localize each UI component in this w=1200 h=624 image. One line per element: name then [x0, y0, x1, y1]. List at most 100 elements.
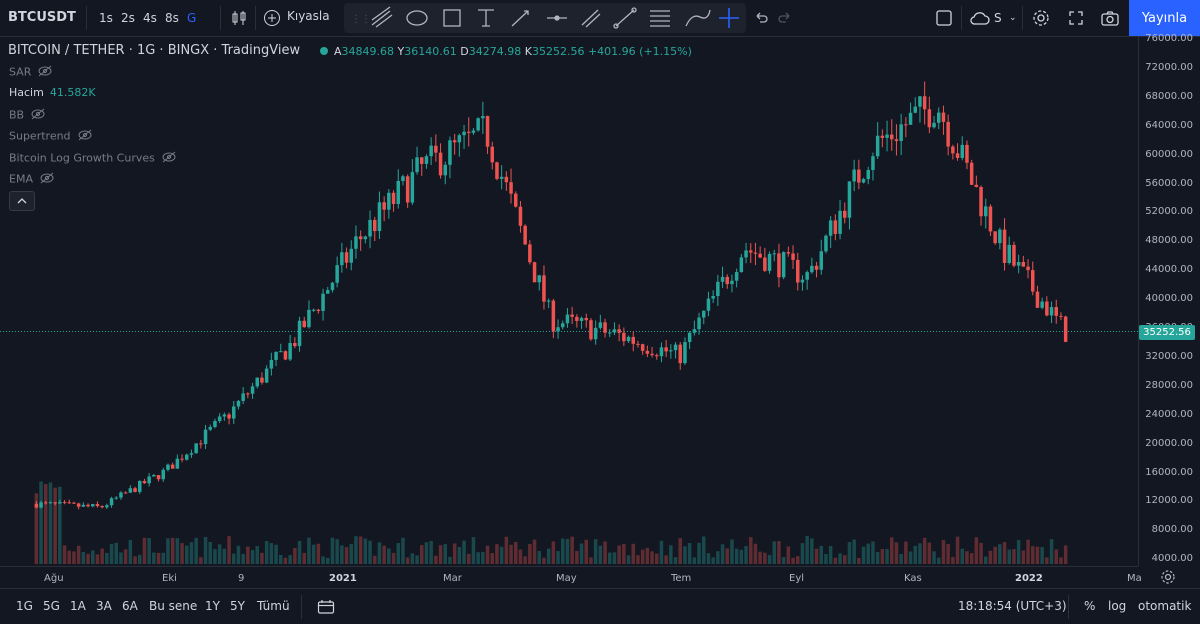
- volume-bar: [405, 557, 410, 564]
- range-1g[interactable]: 1G: [16, 599, 33, 613]
- layout-icon[interactable]: [932, 6, 956, 30]
- candle-body: [156, 475, 161, 480]
- volume-bar: [918, 543, 922, 564]
- time-tick: Eyl: [789, 573, 805, 584]
- undo-icon[interactable]: [749, 6, 773, 30]
- timeframe-4s[interactable]: 4s: [143, 11, 157, 25]
- volume-bar: [1045, 557, 1049, 564]
- add-compare-icon[interactable]: [260, 6, 284, 30]
- volume-bar: [274, 544, 278, 564]
- axis-settings-icon[interactable]: [1160, 569, 1176, 589]
- fullscreen-icon[interactable]: [1064, 6, 1088, 30]
- candle-body: [843, 210, 847, 218]
- eye-off-icon[interactable]: [39, 172, 55, 187]
- indicator-volume[interactable]: Hacim 41.582K: [9, 86, 96, 99]
- candle-body: [781, 252, 786, 278]
- candle-body: [871, 156, 875, 171]
- candle-body: [161, 469, 165, 480]
- candle-body: [53, 502, 57, 504]
- layout-name[interactable]: S: [994, 11, 1002, 25]
- volume-bar: [288, 555, 292, 564]
- volume-bar: [899, 553, 903, 564]
- candle-body: [307, 309, 311, 328]
- volume-bar: [608, 552, 612, 564]
- candle-body: [716, 281, 720, 297]
- candle-body: [640, 344, 645, 351]
- volume-bar: [673, 557, 678, 564]
- candle-body: [608, 332, 612, 334]
- time-axis[interactable]: Ağu Eki 9 2021 Mar May Tem Eyl Kas 2022 …: [0, 566, 1142, 589]
- volume-bar: [810, 538, 814, 564]
- camera-icon[interactable]: [1098, 6, 1122, 30]
- candle-body: [1012, 244, 1016, 266]
- candle-body: [838, 210, 842, 234]
- range-1y[interactable]: 1Y: [205, 599, 220, 613]
- redo-icon[interactable]: [773, 6, 797, 30]
- range-all[interactable]: Tümü: [257, 599, 290, 613]
- range-5g[interactable]: 5G: [43, 599, 60, 613]
- volume-bar: [293, 547, 297, 564]
- volume-bar: [44, 484, 48, 564]
- timeframe-2s[interactable]: 2s: [121, 11, 135, 25]
- range-1a[interactable]: 1A: [70, 599, 86, 613]
- candle-body: [1016, 261, 1021, 266]
- candle-body: [189, 453, 194, 455]
- symbol-search[interactable]: BTCUSDT: [8, 10, 76, 25]
- chevron-down-icon[interactable]: ⌄: [1009, 13, 1017, 23]
- date-range-icon[interactable]: [317, 599, 335, 619]
- collapse-legend-button[interactable]: [9, 191, 35, 211]
- symbol-title[interactable]: BITCOIN / TETHER · 1G · BINGX · TradingV…: [8, 43, 301, 58]
- volume-bar: [39, 481, 43, 564]
- candle-body: [326, 290, 330, 294]
- indicator-sar[interactable]: SAR: [9, 65, 53, 80]
- volume-bar: [1026, 539, 1030, 564]
- eye-off-icon[interactable]: [30, 108, 46, 123]
- eye-off-icon[interactable]: [161, 151, 177, 166]
- price-axis[interactable]: 76000.00 72000.00 68000.00 64000.00 60000.00…: [1138, 33, 1200, 566]
- range-3a[interactable]: 3A: [96, 599, 112, 613]
- volume-bar: [185, 545, 189, 564]
- candle-body: [612, 329, 617, 333]
- price-chart[interactable]: [0, 36, 1138, 566]
- volume-bar: [152, 552, 156, 564]
- candles-icon[interactable]: [227, 6, 251, 30]
- gear-icon[interactable]: [1029, 6, 1053, 30]
- eye-off-icon[interactable]: [77, 129, 93, 144]
- indicator-log-growth[interactable]: Bitcoin Log Growth Curves: [9, 151, 177, 166]
- eye-off-icon[interactable]: [37, 65, 53, 80]
- compare-button[interactable]: Kıyasla: [287, 9, 330, 23]
- volume-bar: [199, 557, 203, 564]
- timeframe-8s[interactable]: 8s: [165, 11, 179, 25]
- candle-body: [617, 329, 621, 333]
- volume-bar: [415, 555, 419, 564]
- volume-bar: [532, 539, 537, 564]
- candle-body: [711, 296, 715, 299]
- candle-body: [984, 206, 988, 217]
- range-5y[interactable]: 5Y: [230, 599, 245, 613]
- volume-bar: [326, 557, 330, 564]
- volume-bar: [946, 544, 950, 564]
- candle-body: [241, 393, 245, 401]
- candle-body: [739, 257, 744, 273]
- percent-toggle[interactable]: %: [1084, 599, 1096, 613]
- timeframe-g[interactable]: G: [187, 11, 197, 25]
- drawing-tools-icons[interactable]: ⋮⋮: [344, 3, 746, 33]
- cloud-save-icon[interactable]: [968, 6, 992, 30]
- candle-body: [960, 144, 964, 158]
- volume-bar: [697, 542, 701, 564]
- candle-body: [683, 342, 687, 364]
- volume-bar: [932, 551, 936, 564]
- candle-body: [763, 257, 767, 271]
- auto-toggle[interactable]: otomatik: [1138, 599, 1192, 613]
- publish-button[interactable]: Yayınla: [1129, 0, 1200, 36]
- range-ytd[interactable]: Bu sene: [149, 599, 198, 613]
- range-6a[interactable]: 6A: [122, 599, 138, 613]
- timeframe-1s[interactable]: 1s: [99, 11, 113, 25]
- indicator-ema[interactable]: EMA: [9, 172, 55, 187]
- indicator-supertrend[interactable]: Supertrend: [9, 129, 93, 144]
- volume-bar: [485, 545, 490, 564]
- candle-body: [213, 420, 217, 427]
- log-toggle[interactable]: log: [1108, 599, 1127, 613]
- indicator-bb[interactable]: BB: [9, 108, 46, 123]
- clock[interactable]: 18:18:54 (UTC+3): [958, 599, 1067, 613]
